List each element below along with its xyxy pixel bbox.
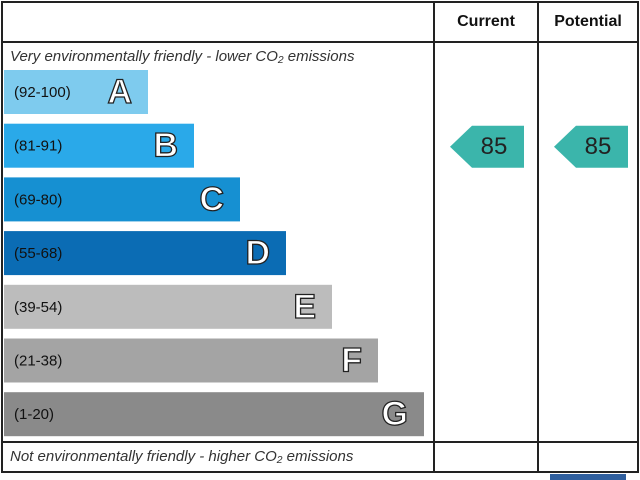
current-header: Current [457,13,515,30]
band-range: (21-38) [14,352,62,369]
edge-block [550,474,626,480]
band-range: (69-80) [14,191,62,208]
band-bar [4,123,194,168]
band-bar [4,338,378,383]
potential-arrow [554,125,628,168]
band-letter: F [341,341,362,379]
top-note: Very environmentally friendly - lower CO… [10,48,355,65]
band-bar [4,177,240,222]
current-arrow [450,125,524,168]
band-letter: B [153,127,178,165]
band-letter: E [293,288,316,326]
band-bar [4,70,148,114]
band-range: (39-54) [14,299,62,316]
potential-rating: 85 [585,133,612,160]
band-bar [4,231,286,276]
bottom-note: Not environmentally friendly - higher CO… [10,448,354,465]
band-letter: A [107,73,132,111]
band-bar [4,392,424,437]
band-letter: D [245,234,270,272]
band-letter: C [199,180,224,218]
band-range: (81-91) [14,138,62,155]
band-range: (92-100) [14,84,71,101]
current-rating: 85 [481,133,508,160]
band-bar [4,284,332,329]
band-range: (55-68) [14,245,62,262]
band-range: (1-20) [14,406,54,423]
potential-header: Potential [554,13,622,30]
band-letter: G [382,395,408,433]
